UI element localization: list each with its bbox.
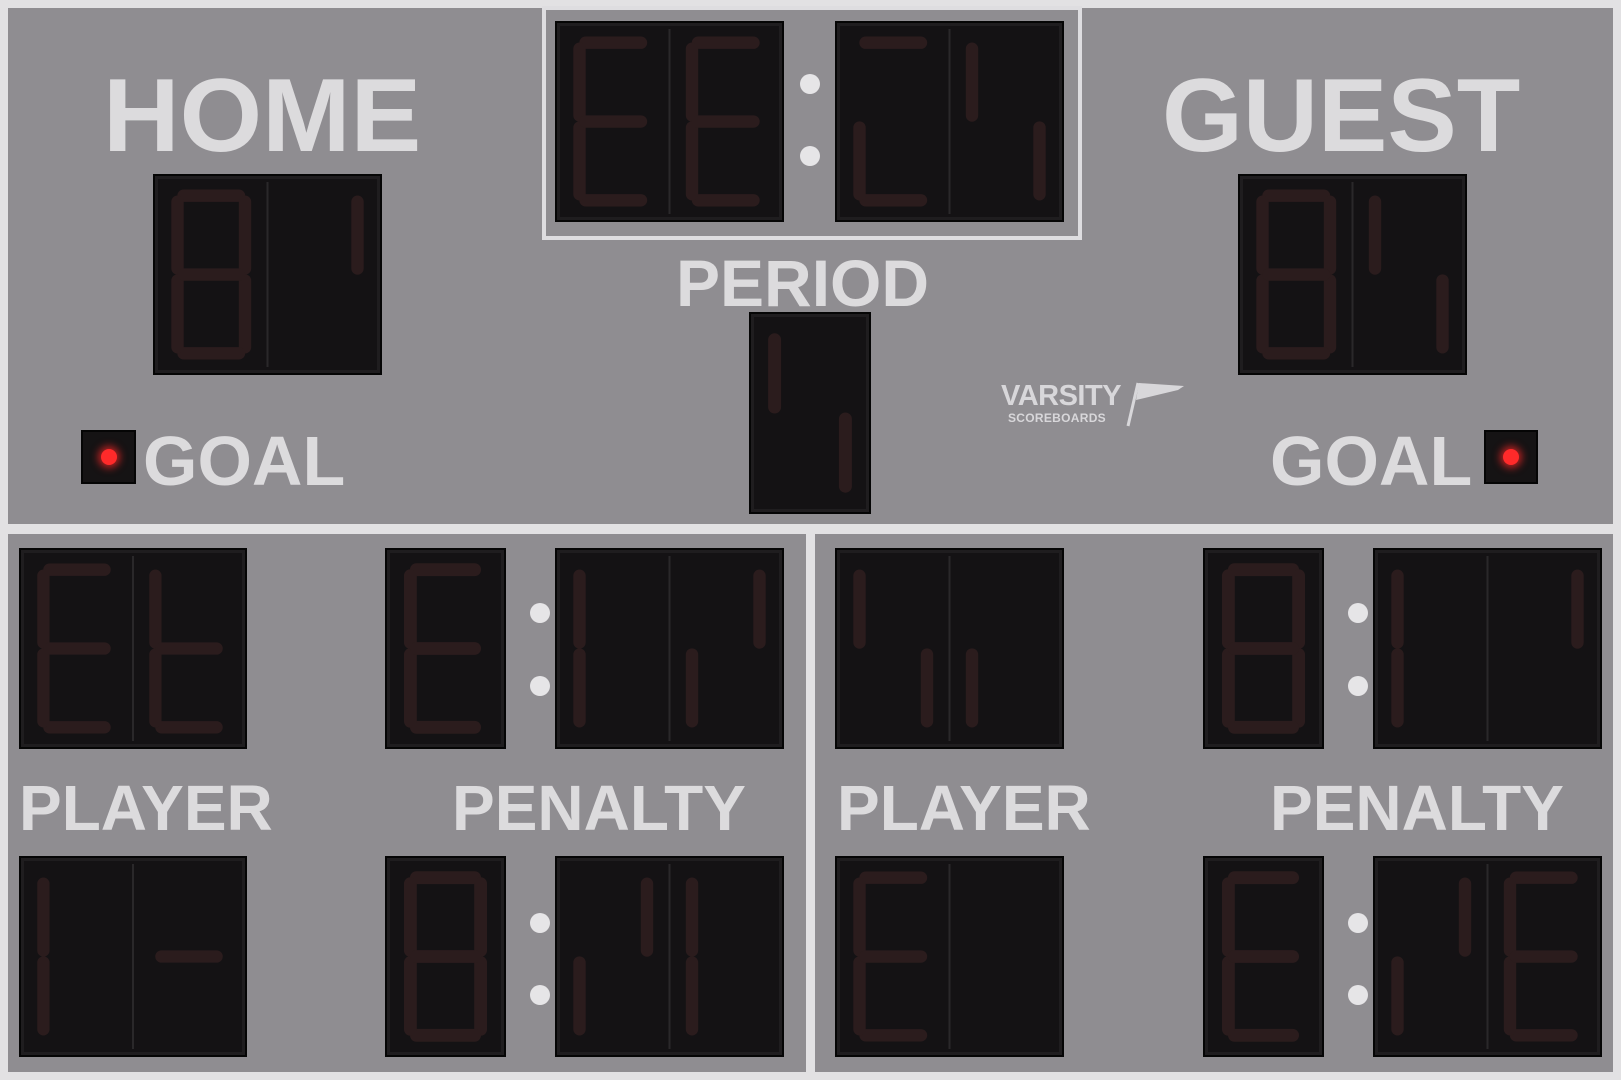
home-player-label: PLAYER [19, 772, 273, 844]
digit-5 [1391, 871, 1472, 1042]
logo-name: VARSITY [1001, 380, 1122, 412]
guest-penalty-2-seconds [1373, 856, 1602, 1057]
colon-dot [1348, 676, 1368, 696]
clock-minutes-display [555, 21, 784, 222]
digit-9 [965, 563, 1046, 734]
home-penalty-2-minutes [385, 856, 506, 1057]
digit-3 [37, 871, 117, 1042]
guest-goal-label: GOAL [1270, 422, 1473, 500]
home-penalty-label: PENALTY [452, 772, 746, 844]
period-label: PERIOD [676, 246, 930, 320]
digit-4 [853, 36, 934, 207]
guest-penalty-1-player [835, 548, 1064, 749]
seven-segment-digits [573, 556, 766, 741]
colon-dot [530, 985, 550, 1005]
home-penalty-1-minutes [385, 548, 506, 749]
seven-segment-digits [37, 864, 229, 1049]
digit-2 [768, 327, 852, 499]
digit-2 [853, 563, 934, 734]
digit-2 [1368, 189, 1449, 360]
digit-6 [1503, 563, 1584, 734]
digit-1 [685, 36, 766, 207]
seven-segment-digits [1391, 556, 1584, 741]
digit-2 [965, 36, 1046, 207]
digit-1 [1503, 871, 1584, 1042]
clock-seconds-display [835, 21, 1064, 222]
seven-segment-digits [853, 29, 1046, 214]
colon-dot [1348, 603, 1368, 623]
guest-score-display [1238, 174, 1467, 375]
digit-5 [573, 871, 654, 1042]
seven-segment-digits [1256, 182, 1449, 367]
goal-lamp-icon [1503, 449, 1519, 465]
guest-penalty-label: PENALTY [1270, 772, 1564, 844]
clock-colon-dot [800, 146, 820, 166]
seven-segment-digits [573, 29, 766, 214]
seven-segment-digits [853, 864, 1046, 1049]
home-penalty-1-player [19, 548, 247, 749]
seven-segment-digits [171, 182, 364, 367]
period-display [749, 312, 871, 514]
guest-player-label: PLAYER [837, 772, 1091, 844]
seven-segment-digits [853, 556, 1046, 741]
digit-3 [1391, 563, 1472, 734]
digit-blank [403, 871, 488, 1042]
digit-blank [1221, 563, 1306, 734]
seven-segment-digits [37, 556, 229, 741]
home-goal-label: GOAL [143, 422, 346, 500]
digit-3 [685, 871, 766, 1042]
varsity-logo: VARSITY SCOREBOARDS [1001, 380, 1186, 428]
digit-5 [685, 563, 766, 734]
guest-penalty-1-minutes [1203, 548, 1324, 749]
colon-dot [1348, 985, 1368, 1005]
colon-dot [530, 603, 550, 623]
seven-segment-digits [403, 871, 488, 1042]
seven-segment-digits [1391, 864, 1584, 1049]
guest-label: GUEST [1162, 58, 1521, 174]
home-penalty-2-seconds [555, 856, 784, 1057]
home-goal-light [81, 430, 136, 484]
digit-1 [37, 563, 117, 734]
digit-1 [573, 36, 654, 207]
seven-segment-digits [768, 327, 852, 499]
guest-goal-light [1484, 430, 1538, 484]
digit-1 [403, 563, 488, 734]
logo-sub: SCOREBOARDS [1008, 411, 1106, 425]
digit-6 [283, 189, 364, 360]
digit-0 [149, 871, 229, 1042]
home-penalty-1-seconds [555, 548, 784, 749]
digit-blank [171, 189, 252, 360]
pennant-icon [1126, 382, 1184, 427]
digit-7 [149, 563, 229, 734]
colon-dot [530, 676, 550, 696]
digit-3 [573, 563, 654, 734]
goal-lamp-icon [100, 449, 117, 465]
guest-penalty-2-minutes [1203, 856, 1324, 1057]
home-label: HOME [103, 58, 422, 174]
home-penalty-2-player [19, 856, 247, 1057]
guest-penalty-1-seconds [1373, 548, 1602, 749]
digit-8 [965, 871, 1046, 1042]
seven-segment-digits [573, 864, 766, 1049]
seven-segment-digits [1221, 871, 1306, 1042]
seven-segment-digits [403, 563, 488, 734]
guest-penalty-2-player [835, 856, 1064, 1057]
clock-colon-dot [800, 74, 820, 94]
colon-dot [1348, 913, 1368, 933]
digit-blank [1256, 189, 1337, 360]
digit-1 [853, 871, 934, 1042]
colon-dot [530, 913, 550, 933]
clock-frame [542, 6, 1082, 240]
seven-segment-digits [1221, 563, 1306, 734]
home-score-display [153, 174, 382, 375]
digit-1 [1221, 871, 1306, 1042]
